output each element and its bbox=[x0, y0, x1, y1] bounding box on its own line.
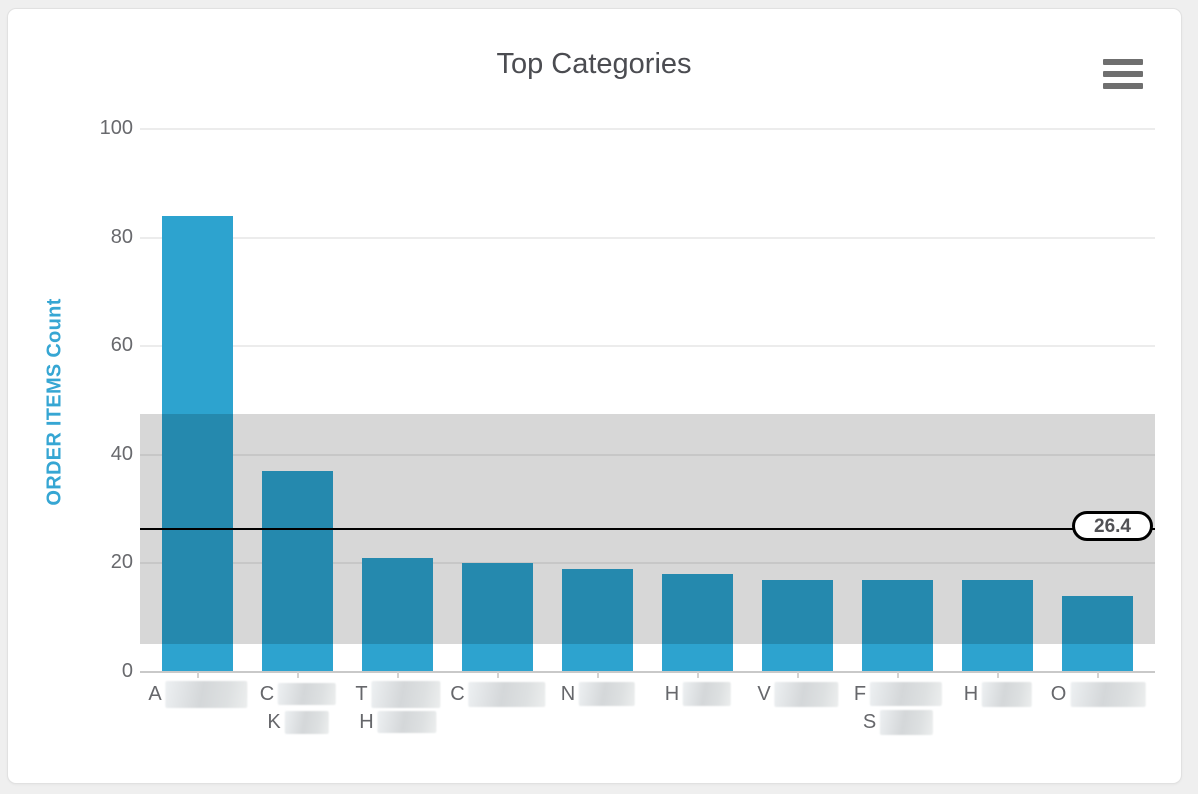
x-label-category-7: V bbox=[757, 681, 839, 709]
x-label-line: T bbox=[355, 680, 441, 708]
x-tick-7 bbox=[797, 672, 799, 678]
x-label-category-9: H bbox=[963, 681, 1033, 709]
x-label-letter: T bbox=[355, 682, 368, 705]
mean-line bbox=[140, 528, 1155, 530]
x-label-letter: N bbox=[560, 682, 576, 705]
x-label-line: C bbox=[259, 681, 337, 707]
x-tick-2 bbox=[297, 672, 299, 678]
x-label-letter: A bbox=[148, 682, 162, 705]
bar-category-9[interactable] bbox=[962, 580, 1033, 672]
redacted-text-block bbox=[1070, 681, 1146, 707]
x-tick-4 bbox=[497, 672, 499, 678]
redacted-text-block bbox=[377, 711, 437, 733]
redacted-text-block bbox=[468, 681, 546, 707]
x-label-category-5: N bbox=[560, 681, 636, 709]
redacted-text-block bbox=[278, 683, 337, 705]
x-label-line: C bbox=[450, 681, 546, 707]
x-label-category-6: H bbox=[664, 681, 732, 709]
redacted-text-block bbox=[774, 681, 839, 707]
x-label-line: H bbox=[664, 681, 732, 707]
hamburger-menu-icon[interactable] bbox=[1103, 59, 1143, 89]
y-tick-label-60: 60 bbox=[110, 334, 133, 356]
redacted-text-block bbox=[982, 681, 1033, 707]
bar-category-7[interactable] bbox=[762, 580, 833, 672]
x-label-line: V bbox=[757, 681, 839, 707]
redacted-text-block bbox=[165, 680, 248, 708]
x-label-letter: S bbox=[862, 710, 877, 733]
x-label-letter: C bbox=[259, 682, 275, 705]
x-label-line: H bbox=[963, 681, 1033, 707]
mean-value-badge: 26.4 bbox=[1072, 511, 1153, 541]
hamburger-bar bbox=[1103, 71, 1143, 77]
redacted-text-block bbox=[371, 680, 441, 708]
x-label-category-1: A bbox=[148, 680, 248, 709]
x-tick-5 bbox=[597, 672, 599, 678]
y-tick-label-0: 0 bbox=[121, 660, 133, 682]
bar-category-10[interactable] bbox=[1062, 596, 1133, 672]
gridline-80 bbox=[140, 237, 1155, 239]
y-tick-label-80: 80 bbox=[110, 226, 133, 248]
gridline-20 bbox=[140, 562, 1155, 564]
x-label-letter: V bbox=[757, 682, 771, 705]
x-axis-baseline bbox=[140, 671, 1155, 673]
redacted-text-block bbox=[870, 682, 943, 706]
redacted-text-block bbox=[284, 710, 329, 734]
chart-title: Top Categories bbox=[496, 48, 692, 80]
bar-category-1[interactable] bbox=[162, 216, 233, 672]
y-tick-label-100: 100 bbox=[99, 117, 133, 139]
x-tick-9 bbox=[997, 672, 999, 678]
gridline-40 bbox=[140, 454, 1155, 456]
x-tick-8 bbox=[897, 672, 899, 678]
bar-category-4[interactable] bbox=[462, 563, 533, 672]
y-tick-label-40: 40 bbox=[110, 443, 133, 465]
x-label-category-4: C bbox=[450, 681, 546, 709]
bar-category-2[interactable] bbox=[262, 471, 333, 672]
x-label-line: O bbox=[1051, 681, 1146, 707]
x-label-letter: H bbox=[664, 682, 680, 705]
x-tick-1 bbox=[197, 672, 199, 678]
x-label-line: K bbox=[260, 709, 336, 735]
bar-category-3[interactable] bbox=[362, 558, 433, 672]
y-tick-label-20: 20 bbox=[110, 551, 133, 573]
x-label-line: S bbox=[854, 709, 942, 735]
x-label-line: A bbox=[148, 680, 248, 708]
redacted-text-block bbox=[880, 709, 934, 735]
hamburger-bar bbox=[1103, 59, 1143, 65]
gridline-100 bbox=[140, 128, 1155, 130]
gridline-60 bbox=[140, 345, 1155, 347]
x-label-letter: O bbox=[1050, 682, 1067, 705]
bar-category-6[interactable] bbox=[662, 574, 733, 672]
x-label-category-10: O bbox=[1051, 681, 1146, 709]
x-tick-10 bbox=[1097, 672, 1099, 678]
x-label-letter: H bbox=[359, 710, 374, 733]
bar-category-5[interactable] bbox=[562, 569, 633, 672]
x-tick-6 bbox=[697, 672, 699, 678]
bar-category-8[interactable] bbox=[862, 580, 933, 672]
x-label-line: N bbox=[560, 681, 636, 707]
hamburger-bar bbox=[1103, 83, 1143, 89]
x-label-letter: F bbox=[853, 682, 867, 705]
x-label-letter: H bbox=[963, 682, 979, 705]
x-label-line: F bbox=[853, 681, 943, 707]
x-tick-3 bbox=[397, 672, 399, 678]
x-label-letter: C bbox=[450, 682, 465, 705]
redacted-text-block bbox=[683, 682, 732, 706]
x-label-letter: K bbox=[267, 710, 281, 733]
x-label-line: H bbox=[355, 709, 440, 735]
redacted-text-block bbox=[579, 682, 636, 706]
